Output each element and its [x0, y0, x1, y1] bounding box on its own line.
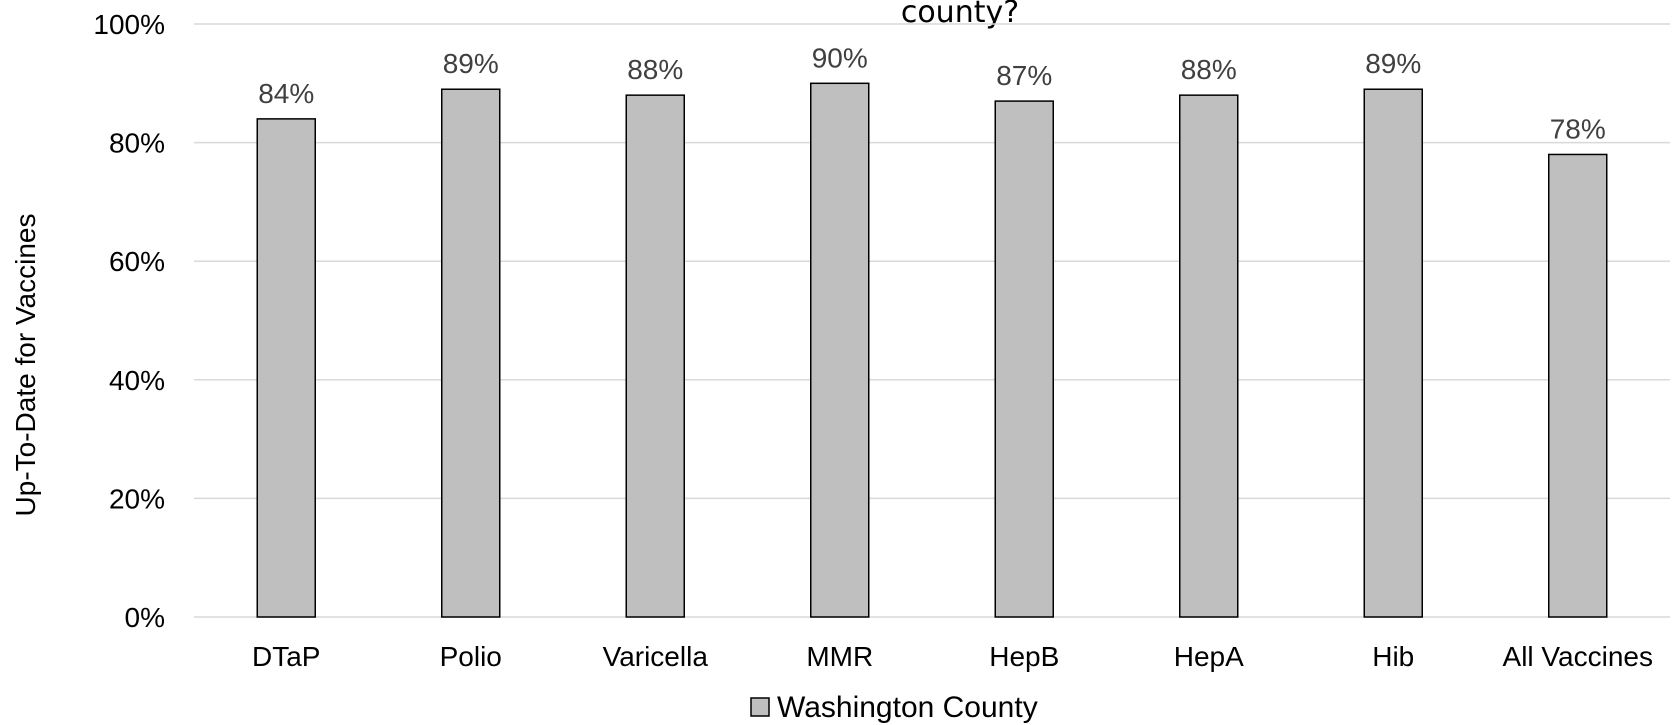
y-tick-label: 60%: [109, 246, 165, 277]
legend-label: Washington County: [777, 691, 1038, 724]
data-label: 89%: [443, 48, 499, 79]
x-tick-label: HepA: [1174, 641, 1244, 672]
data-label: 89%: [1365, 48, 1421, 79]
data-label: 88%: [1181, 54, 1237, 85]
y-tick-label: 0%: [125, 602, 165, 633]
x-tick-label: All Vaccines: [1503, 641, 1653, 672]
chart-title: county?: [901, 0, 1019, 30]
x-tick-label: DTaP: [252, 641, 320, 672]
bar-all-vaccines: [1548, 153, 1608, 618]
data-label: 78%: [1550, 113, 1606, 144]
y-tick-label: 80%: [109, 128, 165, 159]
bar-mmr: [810, 82, 870, 618]
bar-hepa: [1179, 94, 1239, 618]
y-tick-label: 40%: [109, 365, 165, 396]
y-tick-label: 20%: [109, 483, 165, 514]
data-labels: 84% 89% 88% 90% 87% 88% 89% 78%: [258, 42, 1606, 144]
x-tick-label: MMR: [806, 641, 873, 672]
bar-hib: [1363, 88, 1423, 618]
bars: [256, 82, 1608, 618]
y-axis-title: Up-To-Date for Vaccines: [10, 214, 41, 517]
x-tick-label: Varicella: [603, 641, 709, 672]
x-tick-label: Polio: [440, 641, 502, 672]
y-axis-ticks: 0% 20% 40% 60% 80% 100%: [93, 9, 165, 633]
bar-varicella: [625, 94, 685, 618]
data-label: 90%: [812, 42, 868, 73]
bar-hepb: [994, 100, 1054, 618]
x-tick-label: HepB: [989, 641, 1059, 672]
bar-polio: [441, 88, 501, 618]
gridlines: [194, 23, 1670, 618]
data-label: 84%: [258, 78, 314, 109]
x-tick-label: Hib: [1372, 641, 1414, 672]
y-tick-label: 100%: [93, 9, 165, 40]
data-label: 87%: [996, 60, 1052, 91]
legend-swatch: [750, 697, 770, 717]
bar-dtap: [256, 118, 316, 618]
x-axis-ticks: DTaP Polio Varicella MMR HepB HepA Hib All Vacc…: [252, 641, 1653, 672]
legend: Washington County: [750, 691, 1038, 724]
data-label: 88%: [627, 54, 683, 85]
